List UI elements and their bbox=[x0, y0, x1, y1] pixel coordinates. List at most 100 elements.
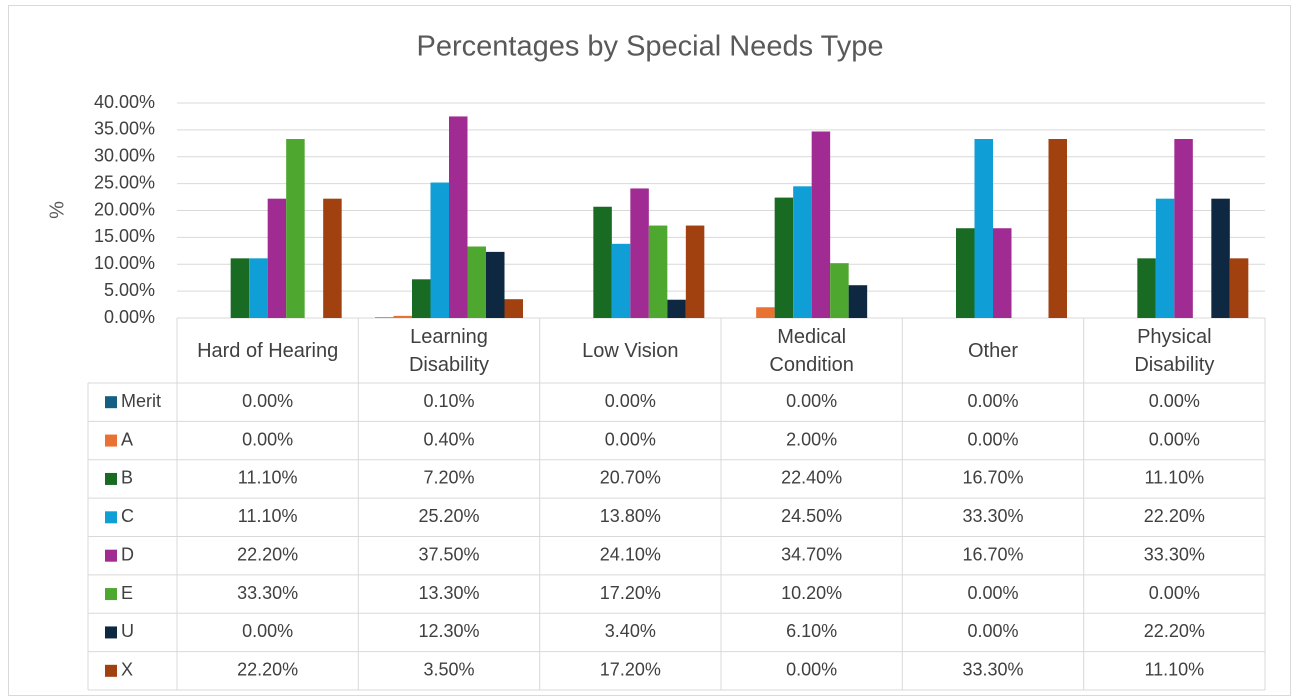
bar bbox=[848, 285, 868, 318]
legend-label: C bbox=[121, 506, 134, 526]
chart-title: Percentages by Special Needs Type bbox=[417, 31, 884, 63]
data-label: 0.40% bbox=[423, 429, 474, 449]
legend-swatch bbox=[105, 511, 117, 524]
y-tick-label: 0.00% bbox=[104, 307, 155, 327]
data-label: 22.20% bbox=[237, 660, 298, 680]
bar bbox=[630, 188, 649, 318]
bar bbox=[793, 186, 812, 318]
data-label: 0.00% bbox=[242, 391, 293, 411]
data-label: 22.20% bbox=[1144, 621, 1205, 641]
bar bbox=[504, 299, 523, 318]
legend-swatch bbox=[105, 396, 117, 409]
bar bbox=[249, 258, 268, 318]
bar bbox=[467, 246, 486, 318]
x-tick-label: Learning Disability bbox=[408, 325, 490, 376]
data-label: 17.20% bbox=[600, 583, 661, 603]
category-header: Hard of Hearing bbox=[197, 339, 339, 362]
x-tick-label: Other bbox=[967, 339, 1019, 362]
data-label: 7.20% bbox=[423, 468, 474, 488]
legend-label: Merit bbox=[121, 391, 161, 411]
data-label: 20.70% bbox=[600, 468, 661, 488]
bar bbox=[267, 198, 287, 318]
data-label: 13.30% bbox=[418, 583, 479, 603]
legend-label: B bbox=[121, 468, 133, 488]
data-label: 2.00% bbox=[786, 429, 837, 449]
x-tick-label: Hard of Hearing bbox=[197, 339, 339, 362]
y-tick-label: 5.00% bbox=[104, 280, 155, 300]
bar bbox=[449, 116, 468, 318]
data-label: 0.00% bbox=[967, 391, 1018, 411]
legend-label: D bbox=[121, 544, 134, 564]
bar bbox=[611, 243, 631, 318]
data-label: 13.80% bbox=[600, 506, 661, 526]
data-label: 0.00% bbox=[605, 391, 656, 411]
data-label: 34.70% bbox=[781, 544, 842, 564]
legend-label: A bbox=[121, 429, 133, 449]
data-label: 6.10% bbox=[786, 621, 837, 641]
category-header: Physical Disability bbox=[1134, 326, 1214, 376]
data-label: 10.20% bbox=[781, 583, 842, 603]
x-tick-label: Low Vision bbox=[582, 339, 679, 362]
data-label: 12.30% bbox=[418, 621, 479, 641]
bar bbox=[375, 317, 394, 318]
bar bbox=[1211, 198, 1230, 318]
legend-swatch bbox=[105, 472, 117, 485]
legend-swatch bbox=[105, 549, 117, 562]
data-label: 33.30% bbox=[237, 583, 298, 603]
bar bbox=[667, 299, 686, 318]
x-tick-label: Medical Condition bbox=[769, 325, 854, 376]
data-label: 16.70% bbox=[962, 468, 1023, 488]
data-label: 22.40% bbox=[781, 468, 842, 488]
y-tick-label: 40.00% bbox=[94, 92, 155, 112]
data-label: 0.10% bbox=[423, 391, 474, 411]
y-tick-label: 35.00% bbox=[94, 119, 155, 139]
bar bbox=[974, 139, 993, 318]
legend-swatch bbox=[105, 588, 117, 601]
data-label: 0.00% bbox=[242, 429, 293, 449]
y-tick-label: 20.00% bbox=[94, 199, 155, 219]
data-label: 0.00% bbox=[967, 429, 1018, 449]
bar bbox=[685, 225, 705, 318]
bar bbox=[286, 139, 305, 318]
data-label: 0.00% bbox=[967, 583, 1018, 603]
data-label: 33.30% bbox=[962, 506, 1023, 526]
bar bbox=[956, 228, 975, 318]
bar bbox=[1155, 198, 1175, 318]
data-label: 11.10% bbox=[1144, 468, 1204, 488]
data-label: 33.30% bbox=[1144, 544, 1205, 564]
data-label: 0.00% bbox=[1149, 583, 1200, 603]
data-label: 0.00% bbox=[1149, 429, 1200, 449]
y-tick-label: 15.00% bbox=[94, 226, 155, 246]
data-label: 0.00% bbox=[605, 429, 656, 449]
bar bbox=[593, 206, 612, 318]
y-tick-label: 30.00% bbox=[94, 146, 155, 166]
category-header: Learning Disability bbox=[408, 325, 490, 376]
data-label: 3.50% bbox=[423, 660, 474, 680]
data-label: 0.00% bbox=[1149, 391, 1200, 411]
data-label: 22.20% bbox=[1144, 506, 1205, 526]
data-label: 24.50% bbox=[781, 506, 842, 526]
bar bbox=[830, 263, 849, 318]
bar bbox=[811, 131, 831, 318]
legend-swatch bbox=[105, 664, 117, 677]
bar bbox=[393, 315, 412, 318]
data-label: 11.10% bbox=[238, 468, 298, 488]
data-label: 11.10% bbox=[1144, 660, 1204, 680]
data-label: 16.70% bbox=[962, 544, 1023, 564]
legend-swatch bbox=[105, 434, 117, 447]
data-label: 3.40% bbox=[605, 621, 656, 641]
y-axis-label: % bbox=[46, 201, 68, 219]
chart-border bbox=[8, 5, 1291, 696]
data-label: 0.00% bbox=[786, 391, 837, 411]
bar bbox=[486, 251, 505, 318]
data-label: 37.50% bbox=[418, 544, 479, 564]
bar bbox=[1174, 139, 1193, 318]
legend-swatch bbox=[105, 626, 117, 639]
bar bbox=[230, 258, 250, 318]
data-label: 22.20% bbox=[237, 544, 298, 564]
data-label: 17.20% bbox=[600, 660, 661, 680]
category-header: Medical Condition bbox=[769, 325, 854, 376]
bar bbox=[412, 279, 431, 318]
data-label: 11.10% bbox=[238, 506, 298, 526]
